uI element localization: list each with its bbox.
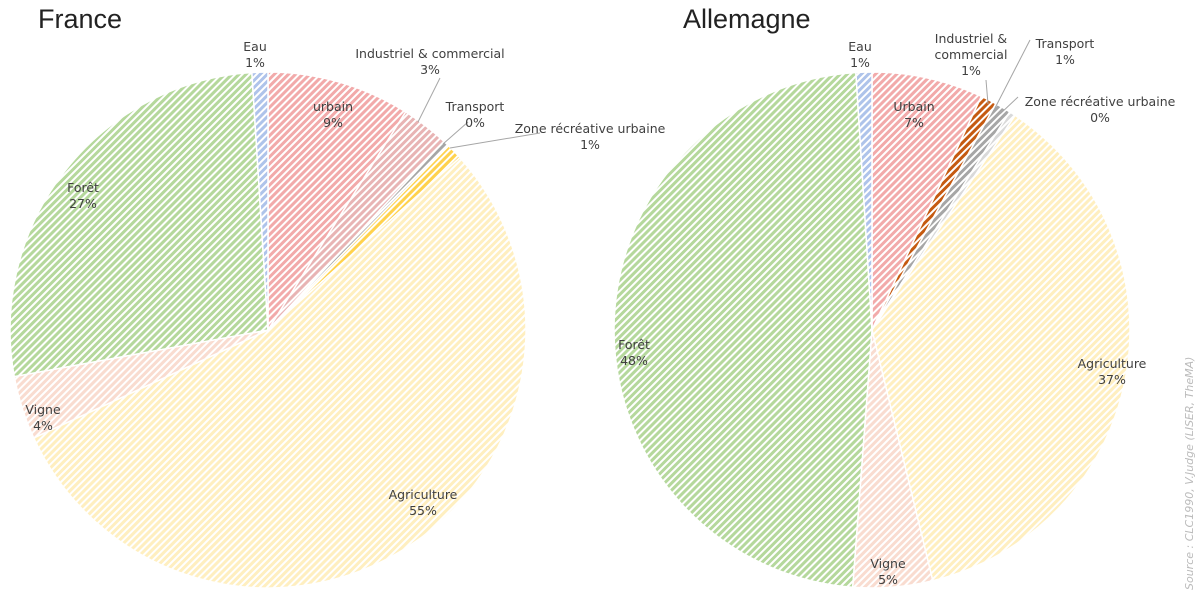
slice-name: Vigne <box>25 402 61 417</box>
pie-slice <box>9 71 269 378</box>
chart-title: France <box>38 4 123 34</box>
slice-value: 1% <box>850 55 870 70</box>
slice-value: 0% <box>1090 110 1110 125</box>
slice-name: Agriculture <box>388 487 458 502</box>
slice-name: Transport <box>445 99 505 114</box>
slice-name: Industriel & commercial <box>934 31 1008 62</box>
slice-name: urbain <box>312 99 354 114</box>
leader-line <box>999 96 1019 115</box>
slice-value: 4% <box>33 418 53 433</box>
slice-name: Transport <box>1035 36 1095 51</box>
slice-name: Industriel & commercial <box>355 46 505 61</box>
pie-slice <box>251 71 269 331</box>
slice-name: Zone récréative urbaine <box>514 121 666 136</box>
leader-line <box>442 121 469 145</box>
leader-line <box>417 77 441 123</box>
pie-slice <box>32 156 527 589</box>
pie-slice <box>267 71 407 333</box>
slice-name: Zone récréative urbaine <box>1024 94 1176 109</box>
slice-name: Urbain <box>893 99 935 114</box>
pie-slice <box>855 71 873 331</box>
slice-name: Vigne <box>870 556 906 571</box>
slice-value: 55% <box>409 503 437 518</box>
slice-value: 37% <box>1098 372 1126 387</box>
slice-value: 1% <box>580 137 600 152</box>
slice-value: 9% <box>323 115 343 130</box>
leader-line <box>449 132 541 149</box>
slice-value: 0% <box>465 115 485 130</box>
pie-slice <box>871 114 1131 582</box>
pie-slice <box>871 71 983 331</box>
slice-value: 5% <box>878 572 898 587</box>
slice-name: Agriculture <box>1077 356 1147 371</box>
slice-value: 48% <box>620 353 648 368</box>
slice-name: Eau <box>848 39 872 54</box>
slice-value: 1% <box>961 63 981 78</box>
slice-value: 1% <box>1055 52 1075 67</box>
chart-title: Allemagne <box>683 4 811 34</box>
slice-value: 3% <box>420 62 440 77</box>
pie-slice <box>613 71 873 589</box>
slice-value: 7% <box>904 115 924 130</box>
slice-name: Forêt <box>67 180 99 195</box>
slice-value: 1% <box>245 55 265 70</box>
leader-line <box>985 79 989 105</box>
source: Source : CLC1990, V.Judge (LISER, TheMA) <box>1183 356 1196 590</box>
slice-name: Eau <box>243 39 267 54</box>
slice-value: 27% <box>69 196 97 211</box>
leader-line <box>993 39 1031 111</box>
slice-name: Forêt <box>618 337 650 352</box>
